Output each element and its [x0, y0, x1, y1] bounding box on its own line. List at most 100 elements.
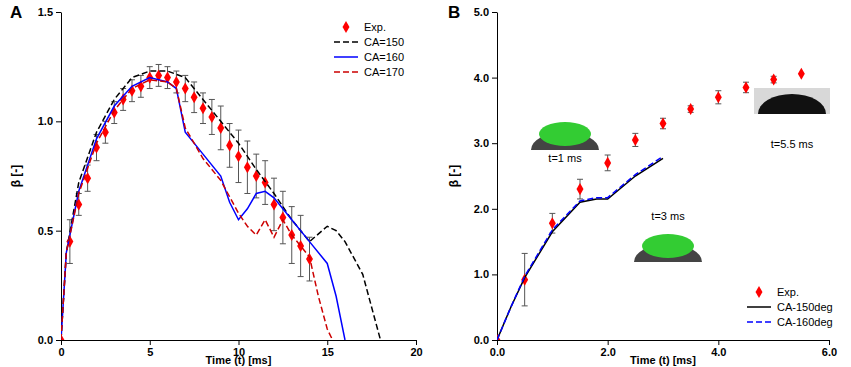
- y-tick: 1.5: [38, 6, 61, 18]
- x-tick: 15: [322, 340, 334, 358]
- y-tick-mark: [492, 274, 497, 275]
- error-bar: [218, 106, 224, 150]
- x-tick: 6.0: [822, 340, 837, 358]
- y-tick-mark: [56, 231, 61, 232]
- y-tick: 0.0: [38, 334, 61, 346]
- x-tick-label: 0.0: [490, 346, 505, 358]
- error-bar: [156, 64, 162, 86]
- annotation: t=1 ms: [548, 152, 582, 164]
- data-point: [715, 91, 722, 103]
- error-bar: [138, 75, 144, 97]
- panel: 051015200.00.51.01.5Time (t) [ms]β [-]AE…: [9, 3, 423, 366]
- legend-label: CA=150: [364, 36, 404, 48]
- data-line: [61, 80, 333, 340]
- y-tick-mark: [492, 340, 497, 341]
- error-bar: [271, 178, 277, 230]
- data-point: [297, 240, 304, 252]
- error-bar: [298, 215, 304, 276]
- data-point: [182, 83, 189, 95]
- inset-photo-drop: [758, 94, 826, 114]
- y-tick-label: 4.0: [474, 72, 489, 84]
- error-bar: [660, 118, 666, 128]
- y-tick: 1.0: [38, 115, 61, 127]
- x-tick: 0: [58, 340, 64, 358]
- y-axis-line: [61, 13, 62, 341]
- legend-label: Exp.: [364, 21, 386, 33]
- y-tick-mark: [56, 340, 61, 341]
- error-bar: [253, 154, 259, 198]
- data-point: [200, 102, 207, 114]
- x-tick-label: 0: [58, 346, 64, 358]
- y-tick: 0.0: [474, 334, 497, 346]
- y-tick-label: 1.5: [38, 6, 53, 18]
- x-tick: 0.0: [490, 340, 505, 358]
- legend-symbol: [756, 286, 763, 298]
- y-tick-label: 0.0: [38, 334, 53, 346]
- x-tick-label: 15: [322, 346, 334, 358]
- legend-symbol: [334, 41, 358, 43]
- x-tick-label: 20: [410, 346, 422, 358]
- data-point: [226, 139, 233, 151]
- x-tick-mark: [718, 340, 719, 345]
- x-axis-line: [498, 340, 830, 341]
- y-axis-line: [497, 13, 498, 341]
- x-tick-mark: [829, 340, 830, 345]
- data-point: [111, 107, 118, 119]
- y-tick-mark: [492, 12, 497, 13]
- x-tick-label: 2.0: [601, 346, 616, 358]
- data-point: [244, 161, 251, 173]
- y-axis: 0.01.02.03.04.05.0: [474, 6, 498, 346]
- annotation: t=3 ms: [651, 210, 685, 222]
- error-bar: [577, 179, 583, 199]
- y-tick: 4.0: [474, 72, 497, 84]
- x-tick-mark: [497, 340, 498, 345]
- y-tick-mark: [492, 209, 497, 210]
- legend-label: CA-160deg: [777, 316, 833, 328]
- y-tick-label: 2.0: [474, 203, 489, 215]
- legend-symbol: [747, 306, 771, 308]
- legend-symbol: [334, 56, 358, 58]
- data-line: [497, 158, 663, 340]
- data-point: [632, 134, 639, 146]
- x-tick-mark: [150, 340, 151, 345]
- x-tick-mark: [608, 340, 609, 345]
- x-tick-mark: [239, 340, 240, 345]
- y-axis-title: β [-]: [447, 165, 461, 188]
- y-tick: 3.0: [474, 137, 497, 149]
- y-tick: 2.0: [474, 203, 497, 215]
- error-bar: [200, 93, 206, 124]
- y-tick-mark: [492, 143, 497, 144]
- y-axis: 0.0 0.5 1.0 1.5: [38, 6, 62, 346]
- x-tick-label: 6.0: [822, 346, 837, 358]
- x-axis-title: Time (t) [ms]: [630, 354, 696, 366]
- legend: Exp.CA-150degCA-160deg: [747, 286, 833, 328]
- x-tick-label: 4.0: [711, 346, 726, 358]
- panel: t=1 mst=3 mst=5.5 ms0.02.04.06.00.01.02.…: [447, 3, 837, 366]
- x-tick: 20: [410, 340, 422, 358]
- data-line: [61, 71, 381, 340]
- x-tick: 5: [147, 340, 153, 358]
- error-bar: [209, 99, 215, 134]
- y-tick: 5.0: [474, 6, 497, 18]
- panel-title: A: [10, 3, 22, 22]
- data-line: [61, 78, 345, 340]
- error-bar: [102, 121, 108, 143]
- error-bar: [605, 155, 611, 171]
- data-point: [660, 117, 667, 129]
- x-tick-mark: [61, 340, 62, 345]
- y-tick-label: 1.0: [38, 115, 53, 127]
- inset-droplet: [539, 122, 591, 146]
- error-bar: [165, 67, 171, 89]
- data-point: [743, 81, 750, 93]
- y-tick-mark: [492, 78, 497, 79]
- data-point: [770, 74, 777, 86]
- data-point: [279, 212, 286, 224]
- x-tick: 2.0: [601, 340, 616, 358]
- y-tick: 0.5: [38, 225, 61, 237]
- plot-area: [497, 68, 805, 340]
- error-bar: [262, 161, 268, 205]
- legend: Exp.CA=150CA=160CA=170: [334, 21, 404, 78]
- error-bar: [743, 82, 749, 92]
- y-tick-label: 3.0: [474, 137, 489, 149]
- y-axis-title: β [-]: [9, 165, 23, 188]
